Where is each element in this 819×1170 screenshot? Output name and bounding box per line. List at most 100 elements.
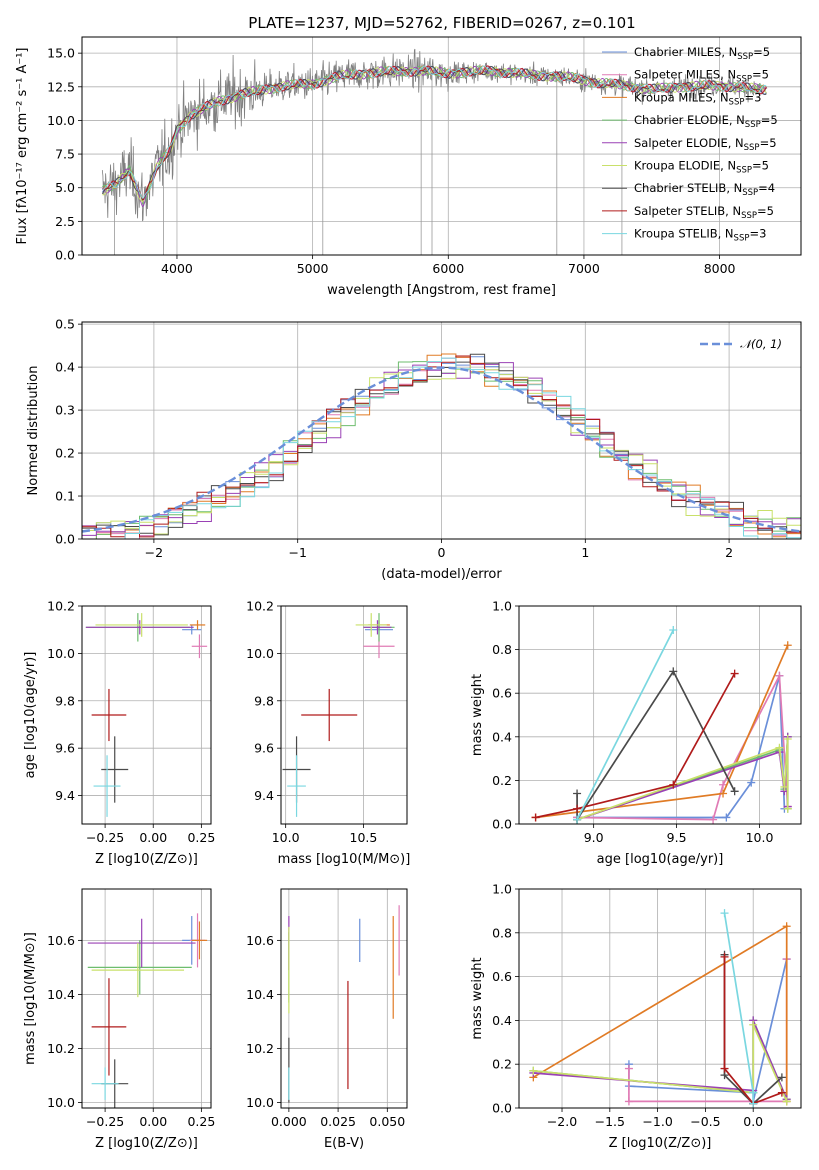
plot-area: [529, 909, 791, 1108]
plot-area: [87, 913, 208, 1108]
weight-marker-salpeter-stelib: [573, 804, 582, 813]
weight-line-salpeter-stelib: [535, 673, 736, 819]
y-tick-label: 0.1: [55, 489, 75, 504]
legend-count: =5: [761, 113, 778, 127]
errorbar-point-salpeter-elodie: [85, 620, 194, 635]
weight-marker-salpeter-miles: [709, 815, 718, 824]
x-tick-label: 0.00: [139, 830, 167, 845]
y-tick-label: 15.0: [47, 46, 75, 61]
y-tick-label: 10.0: [47, 113, 75, 128]
y-tick-label: 1.0: [492, 882, 512, 897]
weight-marker-chabrier-stelib: [777, 1073, 786, 1082]
legend-subscript: SSP: [744, 143, 760, 153]
x-tick-label: −2.0: [547, 1114, 577, 1129]
y-tick-label: 0.6: [492, 686, 512, 701]
y-tick-label: 2.5: [55, 214, 75, 229]
mass-vs-metallicity-panel: −0.25 0.00 0.25 10.0 10.2 10.4 10.6 Z [log10(Z/…: [23, 888, 215, 1151]
y-tick-label: 0.3: [55, 403, 75, 418]
weight-marker-salpeter-stelib: [730, 669, 739, 678]
errorbar-point-salpeter-miles: [191, 634, 208, 659]
x-tick-label: 7000: [568, 261, 600, 276]
x-tick-label: −1.5: [595, 1114, 625, 1129]
y-axis-label: mass weight: [470, 674, 485, 756]
axes-frame: [81, 321, 802, 540]
weight-marker-salpeter-miles: [719, 780, 728, 789]
y-tick-label: 0.0: [492, 817, 512, 832]
x-tick-label: 4000: [161, 261, 193, 276]
x-tick-label: 0.00: [139, 1114, 167, 1129]
figure-title: PLATE=1237, MJD=52762, FIBERID=0267, z=0…: [248, 14, 635, 32]
ticks: 4000 5000 6000 7000 8000 0.0 2.5 5.0 7.5 10.0 12.5…: [47, 46, 735, 276]
legend-label-chabrier-stelib: Chabrier STELIB, NSSP=4: [634, 181, 775, 198]
grid: [519, 605, 801, 825]
legend-count: =5: [760, 136, 777, 150]
y-tick-label: 0.8: [492, 642, 512, 657]
y-tick-label: 5.0: [55, 180, 75, 195]
ticks: −2 −1 0 1 2 0.0 0.1 0.2 0.3 0.4 0.5: [55, 317, 733, 560]
weight-marker-kroupa-miles: [783, 641, 792, 650]
weight-marker-kroupa-stelib: [669, 625, 678, 634]
spectrum-legend: Chabrier MILES, NSSP=5 Salpeter MILES, NS…: [602, 45, 778, 244]
weight-marker-kroupa-miles: [719, 789, 728, 798]
x-tick-label: 0.000: [271, 1114, 307, 1129]
legend-subscript: SSP: [741, 211, 757, 221]
errorbar-point-salpeter-elodie: [363, 620, 392, 635]
legend-label-normal: 𝒩(0, 1): [740, 337, 782, 351]
errorbar-point-kroupa-elodie: [91, 943, 185, 998]
y-axis-label: mass weight: [470, 957, 485, 1039]
y-tick-label: 10.0: [246, 646, 274, 661]
weight-marker-kroupa-elodie: [783, 804, 792, 813]
weight-marker-salpeter-stelib: [720, 1064, 729, 1073]
y-tick-label: 10.2: [246, 1041, 274, 1056]
weight-marker-kroupa-elodie: [780, 782, 789, 791]
weight-marker-salpeter-stelib: [531, 813, 540, 822]
errorbar-point-kroupa-stelib: [93, 755, 121, 817]
x-axis-label: Z [log10(Z/Z⊙)]: [609, 1136, 712, 1151]
weight-marker-salpeter-miles: [624, 1097, 633, 1106]
y-tick-label: 0.5: [55, 317, 75, 332]
x-tick-label: 9.0: [584, 830, 604, 845]
errorbar-point-chabrier-elodie: [87, 940, 192, 995]
y-tick-label: 10.2: [47, 1041, 75, 1056]
errorbar-point-salpeter-stelib: [91, 688, 127, 742]
axes-frame: [280, 888, 408, 1109]
y-tick-label: 10.4: [246, 987, 274, 1002]
weight-marker-kroupa-elodie: [775, 743, 784, 752]
x-tick-label: 0.050: [369, 1114, 405, 1129]
legend-label-kroupa-elodie: Kroupa ELODIE, NSSP=5: [634, 159, 769, 176]
y-tick-label: 0.4: [55, 360, 75, 375]
x-tick-label: 6000: [432, 261, 464, 276]
weight-line-kroupa-stelib: [576, 629, 675, 820]
x-axis-label: age [log10(age/yr)]: [597, 852, 724, 867]
weight-marker-kroupa-stelib: [573, 815, 582, 824]
y-tick-label: 10.6: [246, 933, 274, 948]
legend-label-kroupa-stelib: Kroupa STELIB, NSSP=3: [634, 227, 766, 244]
y-tick-label: 0.2: [492, 1057, 512, 1072]
weight-marker-chabrier-stelib: [573, 789, 582, 798]
axes-frame: [81, 36, 802, 256]
legend-count: =3: [749, 227, 766, 241]
legend-count: =5: [752, 68, 769, 82]
y-tick-label: 0.4: [492, 1013, 512, 1028]
x-axis-label: Z [log10(Z/Z⊙)]: [95, 852, 198, 867]
histogram-kroupa-miles: [82, 353, 801, 539]
model-line-chabrier-stelib: [101, 65, 767, 200]
legend-subscript: SSP: [736, 166, 752, 176]
legend-count: =3: [744, 90, 761, 104]
ticks: 9.0 9.5 10.0 0.0 0.2 0.4 0.6 0.8 1.0: [492, 599, 773, 846]
plot-area: [85, 613, 208, 817]
plot-area: [282, 613, 395, 817]
y-tick-label: 10.0: [246, 1095, 274, 1110]
y-tick-label: 9.4: [55, 788, 75, 803]
y-tick-label: 10.2: [246, 599, 274, 614]
errorbar-point-kroupa-elodie: [355, 613, 387, 637]
y-tick-label: 0.2: [55, 446, 75, 461]
x-tick-label: 10.0: [746, 830, 774, 845]
y-tick-label: 0.8: [492, 925, 512, 940]
x-tick-label: 2: [725, 545, 733, 560]
x-tick-label: 9.5: [667, 830, 687, 845]
x-tick-label: −2: [145, 545, 163, 560]
weight-marker-kroupa-elodie: [782, 1097, 791, 1106]
errorbar-point-kroupa-miles: [189, 620, 206, 630]
grid: [82, 605, 211, 824]
